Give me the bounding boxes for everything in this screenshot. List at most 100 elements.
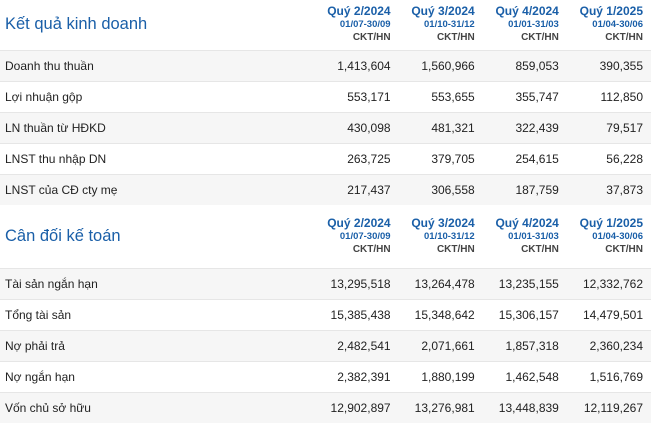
row-label[interactable]: Tổng tài sản xyxy=(0,300,314,331)
row-value: 1,462,548 xyxy=(483,362,567,393)
row-value: 12,902,897 xyxy=(314,393,398,423)
period-range: 01/01-31/03 xyxy=(484,230,559,243)
period-unit: CKT/HN xyxy=(315,243,390,256)
period-range: 01/10-31/12 xyxy=(400,230,475,243)
row-value: 430,098 xyxy=(314,112,398,143)
row-value: 1,560,966 xyxy=(399,50,483,81)
row-label[interactable]: Tài sản ngắn hạn xyxy=(0,269,314,300)
row-value: 1,880,199 xyxy=(399,362,483,393)
row-value: 1,516,769 xyxy=(567,362,651,393)
table-row: Nợ ngắn hạn 2,382,391 1,880,199 1,462,54… xyxy=(0,362,651,393)
period-quarter: Quý 1/2025 xyxy=(568,217,643,230)
row-value: 13,448,839 xyxy=(483,393,567,423)
period-header[interactable]: Quý 2/2024 01/07-30/09 CKT/HN xyxy=(314,205,398,269)
row-label[interactable]: Vốn chủ sở hữu xyxy=(0,393,314,423)
period-range: 01/01-31/03 xyxy=(484,18,559,31)
income-statement-section: Kết quả kinh doanh Quý 2/2024 01/07-30/0… xyxy=(0,0,651,50)
period-header[interactable]: Quý 2/2024 01/07-30/09 CKT/HN xyxy=(314,0,398,50)
row-value: 15,348,642 xyxy=(399,300,483,331)
period-quarter: Quý 2/2024 xyxy=(315,5,390,18)
period-unit: CKT/HN xyxy=(315,31,390,44)
section-title[interactable]: Cân đối kế toán xyxy=(0,205,314,269)
table-row: Nợ phải trả 2,482,541 2,071,661 1,857,31… xyxy=(0,331,651,362)
row-value: 322,439 xyxy=(483,112,567,143)
table-row: Tổng tài sản 15,385,438 15,348,642 15,30… xyxy=(0,300,651,331)
period-unit: CKT/HN xyxy=(484,31,559,44)
section-header: Kết quả kinh doanh Quý 2/2024 01/07-30/0… xyxy=(0,0,651,50)
period-range: 01/07-30/09 xyxy=(315,18,390,31)
balance-sheet-section: Cân đối kế toán Quý 2/2024 01/07-30/09 C… xyxy=(0,205,651,269)
period-quarter: Quý 3/2024 xyxy=(400,5,475,18)
row-value: 79,517 xyxy=(567,112,651,143)
period-range: 01/04-30/06 xyxy=(568,18,643,31)
row-value: 553,655 xyxy=(399,81,483,112)
section-title[interactable]: Kết quả kinh doanh xyxy=(0,0,314,50)
period-header[interactable]: Quý 3/2024 01/10-31/12 CKT/HN xyxy=(399,205,483,269)
row-value: 112,850 xyxy=(567,81,651,112)
table-row: LNST của CĐ cty mẹ 217,437 306,558 187,7… xyxy=(0,174,651,205)
row-value: 13,235,155 xyxy=(483,269,567,300)
row-value: 2,382,391 xyxy=(314,362,398,393)
period-range: 01/10-31/12 xyxy=(400,18,475,31)
row-value: 2,482,541 xyxy=(314,331,398,362)
table-row: Lợi nhuận gộp 553,171 553,655 355,747 11… xyxy=(0,81,651,112)
period-unit: CKT/HN xyxy=(400,31,475,44)
period-range: 01/07-30/09 xyxy=(315,230,390,243)
period-unit: CKT/HN xyxy=(400,243,475,256)
period-header[interactable]: Quý 1/2025 01/04-30/06 CKT/HN xyxy=(567,0,651,50)
row-label[interactable]: Lợi nhuận gộp xyxy=(0,81,314,112)
period-quarter: Quý 4/2024 xyxy=(484,217,559,230)
section-header: Cân đối kế toán Quý 2/2024 01/07-30/09 C… xyxy=(0,205,651,269)
period-quarter: Quý 4/2024 xyxy=(484,5,559,18)
table-row: Tài sản ngắn hạn 13,295,518 13,264,478 1… xyxy=(0,269,651,300)
row-value: 56,228 xyxy=(567,143,651,174)
period-header[interactable]: Quý 1/2025 01/04-30/06 CKT/HN xyxy=(567,205,651,269)
table-row: Doanh thu thuần 1,413,604 1,560,966 859,… xyxy=(0,50,651,81)
row-value: 12,119,267 xyxy=(567,393,651,423)
period-header[interactable]: Quý 4/2024 01/01-31/03 CKT/HN xyxy=(483,0,567,50)
row-value: 15,385,438 xyxy=(314,300,398,331)
table-row: Vốn chủ sở hữu 12,902,897 13,276,981 13,… xyxy=(0,393,651,423)
row-label[interactable]: Nợ phải trả xyxy=(0,331,314,362)
row-value: 13,264,478 xyxy=(399,269,483,300)
row-label[interactable]: LNST của CĐ cty mẹ xyxy=(0,174,314,205)
row-value: 1,413,604 xyxy=(314,50,398,81)
row-value: 217,437 xyxy=(314,174,398,205)
period-quarter: Quý 2/2024 xyxy=(315,217,390,230)
row-value: 254,615 xyxy=(483,143,567,174)
row-label[interactable]: LN thuần từ HĐKD xyxy=(0,112,314,143)
period-header[interactable]: Quý 4/2024 01/01-31/03 CKT/HN xyxy=(483,205,567,269)
period-range: 01/04-30/06 xyxy=(568,230,643,243)
period-quarter: Quý 1/2025 xyxy=(568,5,643,18)
row-value: 1,857,318 xyxy=(483,331,567,362)
row-label[interactable]: Doanh thu thuần xyxy=(0,50,314,81)
row-value: 379,705 xyxy=(399,143,483,174)
row-value: 2,360,234 xyxy=(567,331,651,362)
period-quarter: Quý 3/2024 xyxy=(400,217,475,230)
row-label[interactable]: LNST thu nhập DN xyxy=(0,143,314,174)
period-unit: CKT/HN xyxy=(484,243,559,256)
row-value: 37,873 xyxy=(567,174,651,205)
period-unit: CKT/HN xyxy=(568,31,643,44)
row-value: 15,306,157 xyxy=(483,300,567,331)
row-label[interactable]: Nợ ngắn hạn xyxy=(0,362,314,393)
period-unit: CKT/HN xyxy=(568,243,643,256)
row-value: 13,295,518 xyxy=(314,269,398,300)
row-value: 263,725 xyxy=(314,143,398,174)
row-value: 553,171 xyxy=(314,81,398,112)
period-header[interactable]: Quý 3/2024 01/10-31/12 CKT/HN xyxy=(399,0,483,50)
row-value: 14,479,501 xyxy=(567,300,651,331)
table-row: LNST thu nhập DN 263,725 379,705 254,615… xyxy=(0,143,651,174)
row-value: 390,355 xyxy=(567,50,651,81)
row-value: 12,332,762 xyxy=(567,269,651,300)
row-value: 306,558 xyxy=(399,174,483,205)
table-row: LN thuần từ HĐKD 430,098 481,321 322,439… xyxy=(0,112,651,143)
row-value: 355,747 xyxy=(483,81,567,112)
row-value: 481,321 xyxy=(399,112,483,143)
row-value: 2,071,661 xyxy=(399,331,483,362)
row-value: 859,053 xyxy=(483,50,567,81)
income-statement-rows: Doanh thu thuần 1,413,604 1,560,966 859,… xyxy=(0,50,651,205)
row-value: 13,276,981 xyxy=(399,393,483,423)
row-value: 187,759 xyxy=(483,174,567,205)
